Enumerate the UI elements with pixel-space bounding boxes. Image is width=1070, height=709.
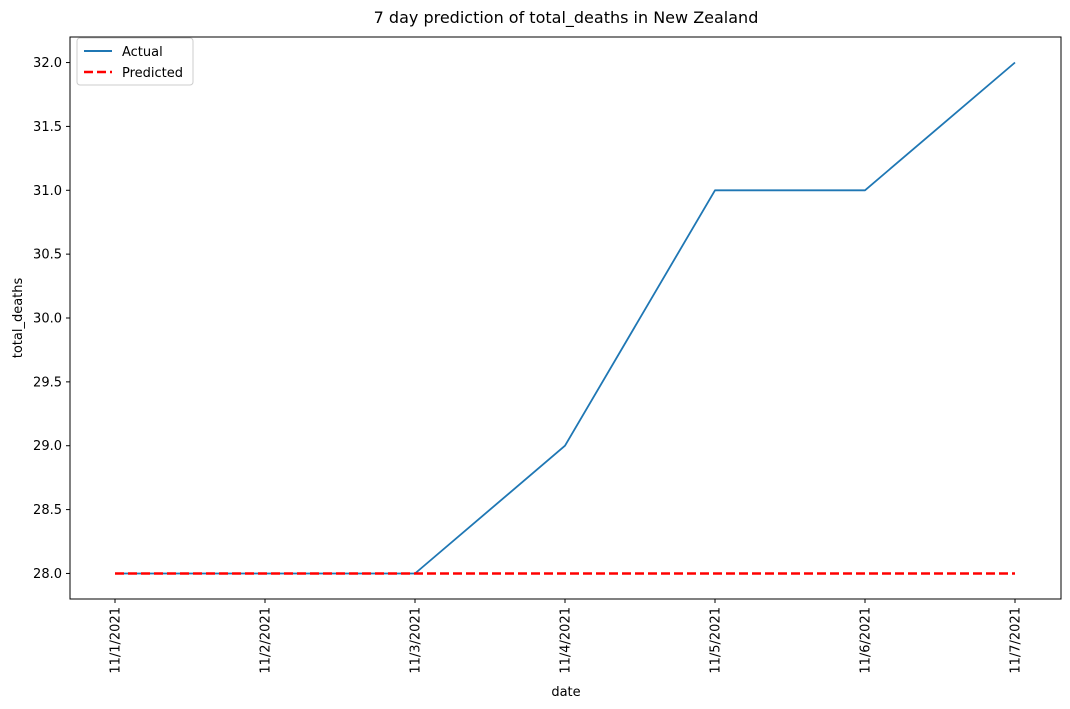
y-tick-label: 30.5 — [33, 248, 62, 263]
plot-frame — [69, 36, 1062, 600]
x-tick-label: 11/5/2021 — [709, 607, 724, 674]
y-axis-title: total_deaths — [11, 278, 26, 359]
y-axis: 28.0 28.5 29.0 29.5 30.0 30.5 31.0 31.5 32.0 — [33, 56, 70, 582]
x-tick-label: 11/2/2021 — [259, 607, 274, 674]
legend-label-predicted: Predicted — [122, 66, 183, 81]
x-axis-title: date — [551, 685, 580, 700]
x-axis: 11/1/2021 11/2/2021 11/3/2021 11/4/2021 11/5… — [109, 599, 1024, 674]
x-tick-label: 11/3/2021 — [409, 607, 424, 674]
legend: Actual Predicted — [76, 37, 194, 86]
x-tick-label: 11/1/2021 — [109, 607, 124, 674]
x-tick-label: 11/7/2021 — [1009, 607, 1024, 674]
y-tick-label: 31.0 — [33, 184, 62, 199]
series-layer — [115, 61, 1016, 575]
x-tick-label: 11/6/2021 — [859, 607, 874, 674]
y-tick-label: 32.0 — [33, 56, 62, 71]
y-tick-label: 28.5 — [33, 503, 62, 518]
y-tick-label: 29.0 — [33, 439, 62, 454]
y-tick-label: 29.5 — [33, 375, 62, 390]
plot-area — [70, 37, 1061, 599]
y-tick-label: 30.0 — [33, 312, 62, 327]
chart-title: 7 day prediction of total_deaths in New … — [374, 8, 759, 28]
y-tick-label: 28.0 — [33, 567, 62, 582]
y-tick-label: 31.5 — [33, 120, 62, 135]
legend-label-actual: Actual — [122, 45, 163, 60]
x-tick-label: 11/4/2021 — [559, 607, 574, 674]
